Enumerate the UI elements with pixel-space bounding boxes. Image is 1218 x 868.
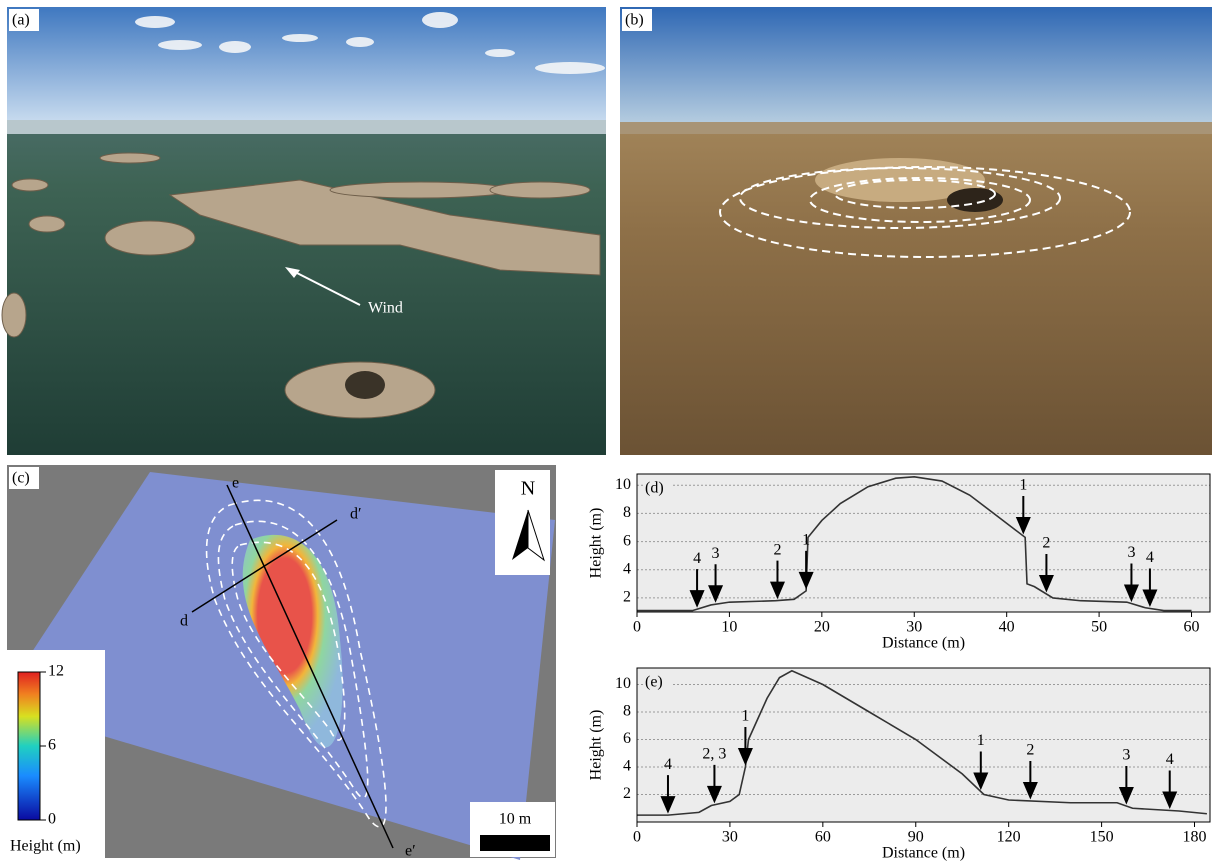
wind-label: Wind xyxy=(368,300,403,317)
x-tick-label: 90 xyxy=(908,829,924,846)
arrow-label: 3 xyxy=(1122,747,1130,764)
arrow-label: 2 xyxy=(773,541,781,558)
y-tick-label: 4 xyxy=(623,758,631,775)
arrow-label: 4 xyxy=(693,550,701,567)
photo-b: (b) xyxy=(620,7,1212,455)
y-tick-label: 6 xyxy=(623,532,631,549)
photo-a: Wind (a) xyxy=(2,7,606,455)
profile-label: e xyxy=(232,475,239,492)
map-c: N (c) 10 m Height (m) xyxy=(7,465,556,860)
y-tick-label: 2 xyxy=(623,785,631,802)
panel-label: (c) xyxy=(12,470,30,487)
arrow-label: 4 xyxy=(664,756,672,773)
y-tick-label: 8 xyxy=(623,504,631,521)
arrow-label: 1 xyxy=(741,708,749,725)
y-tick-label: 10 xyxy=(615,476,631,493)
x-tick-label: 120 xyxy=(997,829,1021,846)
plot-area xyxy=(637,474,1210,612)
y-tick-label: 2 xyxy=(623,589,631,606)
x-tick-label: 30 xyxy=(722,829,738,846)
x-tick-label: 0 xyxy=(633,619,641,636)
arrow-label: 2 xyxy=(1026,742,1034,759)
north-label: N xyxy=(521,478,535,500)
x-tick-label: 20 xyxy=(814,619,830,636)
arrow-label: 4 xyxy=(1166,751,1174,768)
arrow-label: 3 xyxy=(712,545,720,562)
colorbar-tick-label: 12 xyxy=(48,663,64,680)
x-tick-label: 40 xyxy=(999,619,1015,636)
colorbar-tick-label: 6 xyxy=(48,737,56,754)
arrow-label: 4 xyxy=(1146,549,1154,566)
arrow-label: 3 xyxy=(1127,544,1135,561)
y-tick-label: 4 xyxy=(623,560,631,577)
x-tick-label: 10 xyxy=(721,619,737,636)
colorbar-tick-label: 0 xyxy=(48,811,56,828)
scale-bar-label: 10 m xyxy=(499,811,532,828)
profile-label: d′ xyxy=(350,506,362,523)
arrow-label: 1 xyxy=(802,532,810,549)
x-tick-label: 0 xyxy=(633,829,641,846)
arrow-label: 2 xyxy=(1042,535,1050,552)
x-tick-label: 30 xyxy=(906,619,922,636)
arrow-label: 1 xyxy=(1019,477,1027,494)
x-tick-label: 180 xyxy=(1183,829,1207,846)
x-tick-label: 50 xyxy=(1091,619,1107,636)
panel-label: (b) xyxy=(625,12,644,29)
y-tick-label: 10 xyxy=(615,675,631,692)
x-axis-label: Distance (m) xyxy=(882,635,965,652)
y-axis-label: Height (m) xyxy=(588,508,605,579)
profile-label: e′ xyxy=(405,843,416,860)
y-axis-label: Height (m) xyxy=(588,710,605,781)
panel-label: (a) xyxy=(12,12,30,29)
arrow-label: 2, 3 xyxy=(702,745,726,762)
x-tick-label: 60 xyxy=(815,829,831,846)
arrow-label: 1 xyxy=(977,732,985,749)
x-tick-label: 60 xyxy=(1184,619,1200,636)
panel-label: (d) xyxy=(645,480,664,497)
y-tick-label: 8 xyxy=(623,703,631,720)
profile-label: d xyxy=(180,613,188,630)
colorbar-title: Height (m) xyxy=(10,838,81,855)
figure: Wind (a) (b) N (c) 10 xyxy=(0,0,1218,868)
x-tick-label: 150 xyxy=(1090,829,1114,846)
x-axis-label: Distance (m) xyxy=(882,845,965,862)
y-tick-label: 6 xyxy=(623,730,631,747)
panel-label: (e) xyxy=(645,674,663,691)
